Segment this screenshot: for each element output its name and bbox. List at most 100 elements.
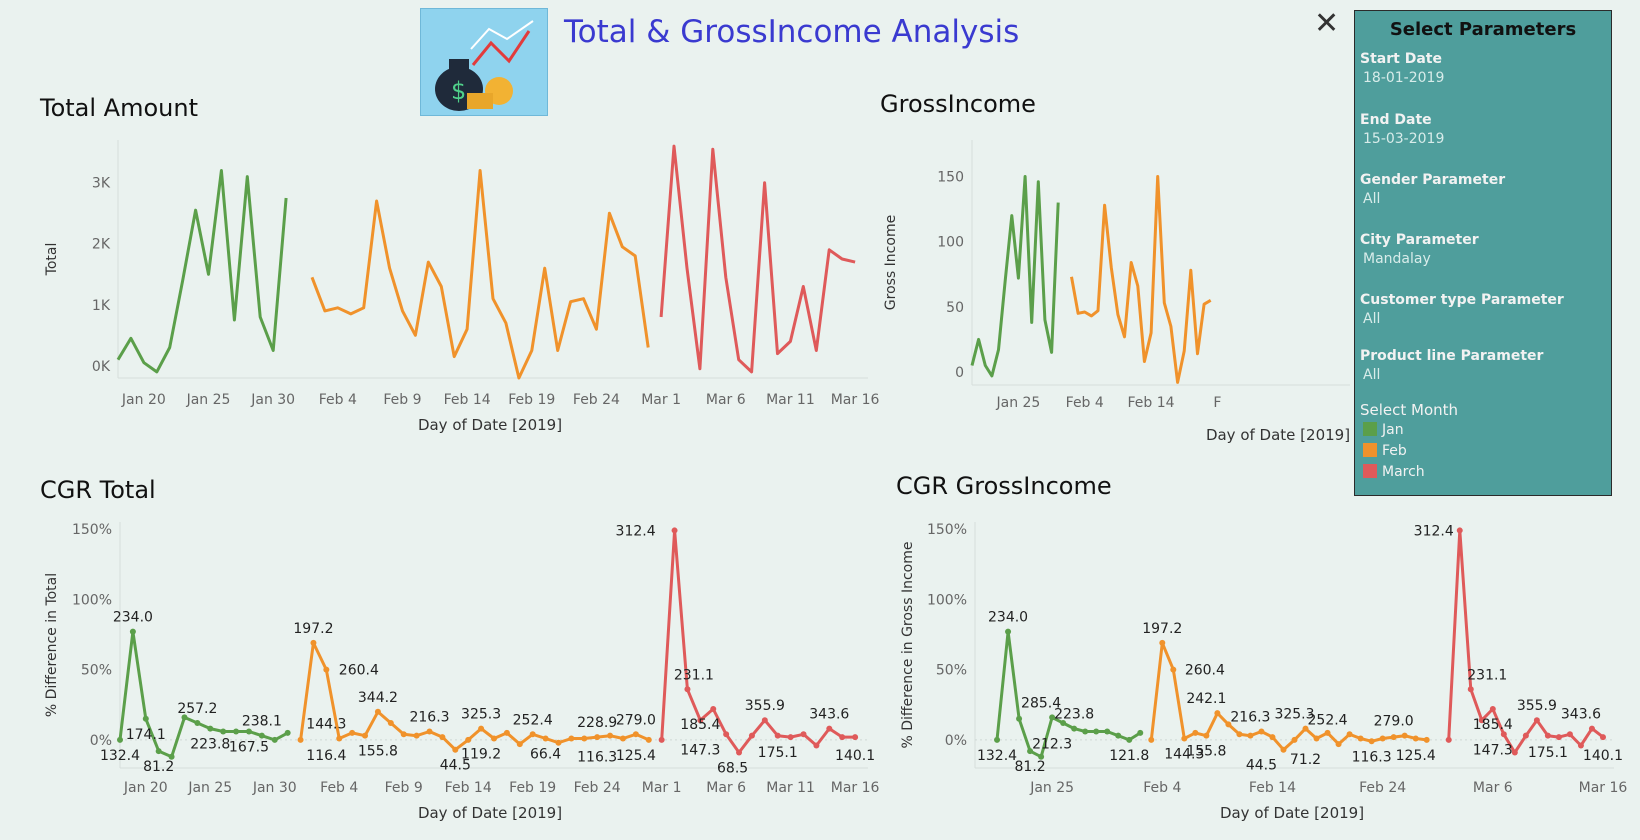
data-label: 116.4 [306,748,346,764]
y-axis-title: % Difference in Gross Income [900,541,916,748]
data-point [1291,736,1298,743]
param-product-line[interactable]: Product line Parameter All [1360,348,1543,383]
x-tick-label: Feb 19 [508,392,555,408]
data-point [439,734,446,741]
param-value[interactable]: Mandalay [1363,251,1431,267]
data-point [516,741,523,748]
data-label: 81.2 [143,759,174,775]
close-icon[interactable]: ✕ [1314,6,1340,41]
x-tick-label: Feb 4 [1066,395,1104,411]
legend-item-march[interactable]: March [1363,464,1425,480]
data-point [826,725,833,732]
legend-item-feb[interactable]: Feb [1363,443,1407,459]
data-point [710,705,717,712]
y-tick-label: 50% [81,663,112,679]
data-point [607,732,614,739]
legend-item-jan[interactable]: Jan [1363,422,1404,438]
data-label: 285.4 [1021,695,1061,711]
series-line-feb [310,169,650,380]
data-point [1522,732,1529,739]
param-value[interactable]: All [1363,311,1381,327]
data-point [1456,527,1463,534]
data-point [594,734,601,741]
x-tick-label: Jan 25 [995,395,1040,411]
data-point [220,728,227,735]
data-point [1280,746,1287,753]
data-point [1467,686,1474,693]
data-point [581,735,588,742]
chart-title-cgr-total: CGR Total [40,476,156,504]
data-point [555,739,562,746]
panel-title: Select Parameters [1389,19,1577,40]
param-city[interactable]: City Parameter Mandalay [1360,232,1479,267]
data-point [336,735,343,742]
x-tick-label: Mar 6 [706,780,746,796]
y-tick-label: 0 [955,365,964,381]
data-label: 228.9 [577,715,617,731]
legend-label: Jan [1382,422,1404,438]
x-tick-label: Mar 11 [766,392,815,408]
data-point [155,748,162,755]
data-label: 279.0 [616,712,656,728]
series-line-jan [118,630,289,759]
x-tick-label: Jan 25 [187,780,232,796]
param-value[interactable]: All [1363,191,1381,207]
x-tick-label: Jan 30 [252,780,297,796]
x-axis-title: Day of Date [2019] [1220,804,1364,822]
data-point [271,736,278,743]
data-point [1511,749,1518,756]
y-tick-label: 150% [72,522,112,538]
data-point [491,735,497,742]
param-value[interactable]: 18-01-2019 [1363,70,1445,86]
param-gender[interactable]: Gender Parameter All [1360,172,1505,207]
data-label: 174.1 [126,727,166,743]
data-point [258,732,265,739]
data-label: 223.8 [1054,707,1094,723]
chart-title-gross: GrossIncome [880,90,1036,118]
data-point [1555,734,1562,741]
data-label: 147.3 [680,742,720,758]
data-point [619,735,626,742]
data-point [839,734,846,741]
series-line-feb [1070,175,1212,384]
x-tick-label: Mar 11 [766,780,815,796]
svg-text:$: $ [451,77,466,105]
data-point [284,729,291,736]
legend-swatch [1363,464,1377,478]
data-point [1368,738,1375,745]
data-point [787,734,794,741]
data-point [1236,731,1243,738]
param-label: City Parameter [1360,232,1479,248]
param-end-date[interactable]: End Date 15-03-2019 [1360,112,1444,147]
y-tick-label: 150 [937,169,964,185]
data-point [1302,725,1309,732]
data-point [1203,732,1210,739]
data-label: 121.8 [1109,748,1149,764]
data-point [1181,735,1188,742]
data-point [1423,736,1430,743]
data-label: 132.4 [100,748,140,764]
param-value[interactable]: All [1363,367,1381,383]
param-start-date[interactable]: Start Date 18-01-2019 [1360,51,1444,86]
data-point [1137,729,1144,736]
param-value[interactable]: 15-03-2019 [1363,131,1445,147]
data-point [1170,666,1177,673]
data-label: 344.2 [358,690,398,706]
x-tick-label: Jan 25 [186,392,231,408]
data-point [1214,710,1221,717]
data-label: 71.2 [1290,752,1321,768]
chart-title-total: Total Amount [40,94,198,122]
data-point [1478,717,1485,724]
page-title: Total & GrossIncome Analysis [564,14,1020,50]
y-tick-label: 100% [72,592,112,608]
y-tick-label: 0K [92,359,111,375]
param-customer-type[interactable]: Customer type Parameter All [1360,292,1564,327]
data-label: 231.1 [674,667,714,683]
y-axis-title: Gross Income [883,215,899,310]
y-tick-label: 0% [90,733,112,749]
data-label: 257.2 [177,701,217,717]
data-point [1401,732,1408,739]
data-point [1324,729,1331,736]
data-label: 125.4 [616,748,656,764]
data-point [529,731,536,738]
